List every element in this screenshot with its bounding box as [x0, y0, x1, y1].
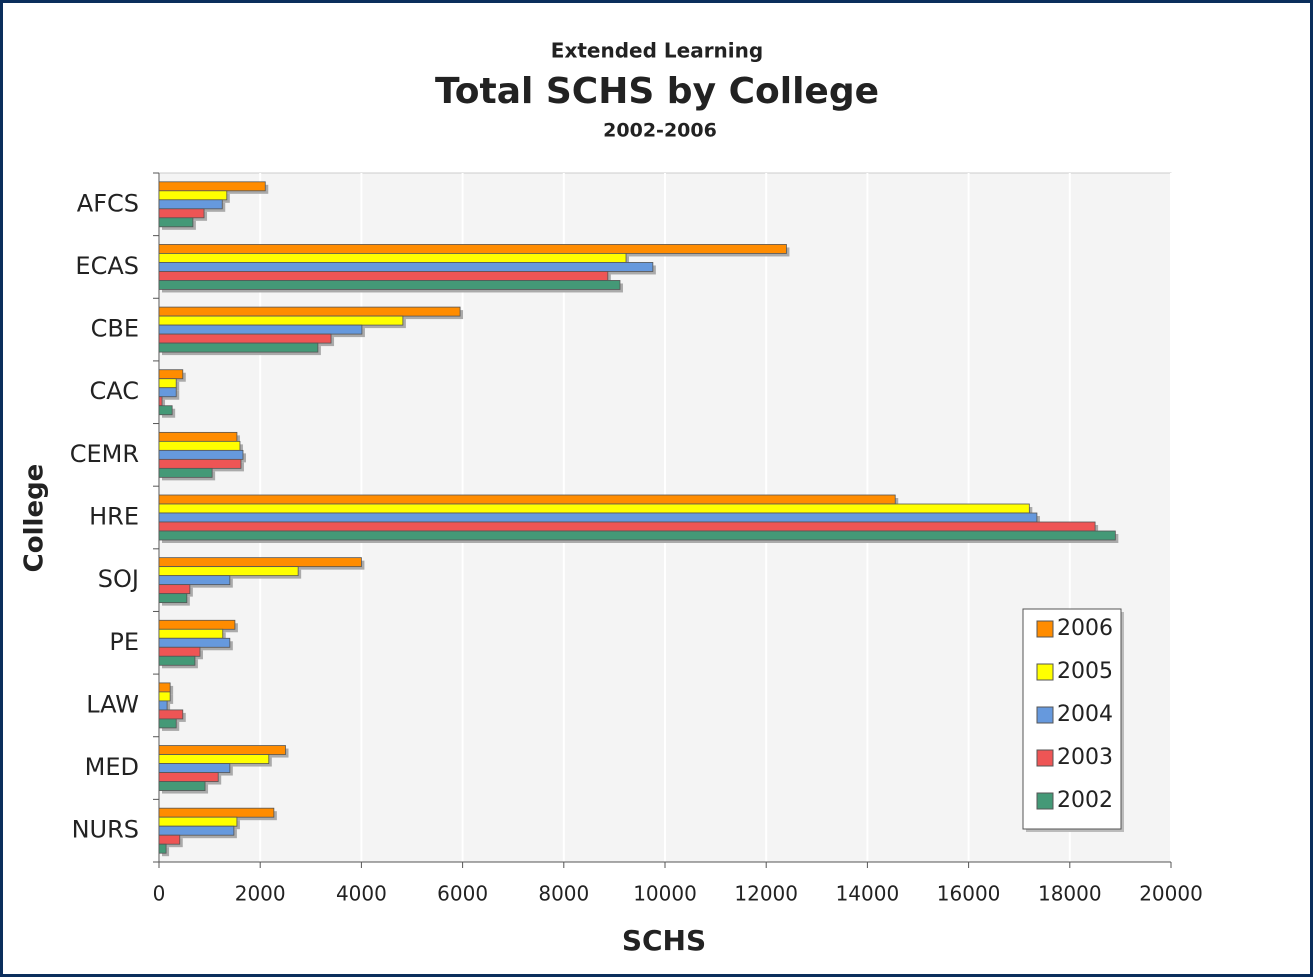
bar — [158, 387, 177, 398]
bar — [158, 566, 299, 577]
bar — [158, 530, 1116, 541]
bar — [158, 208, 205, 219]
bar — [158, 190, 228, 201]
legend-swatch — [1036, 792, 1054, 810]
bar — [158, 557, 362, 568]
bar — [158, 199, 223, 210]
bar — [158, 449, 244, 460]
bar — [158, 253, 627, 263]
supertitle: Extended Learning — [551, 39, 763, 63]
bar — [158, 763, 231, 773]
legend-label: 2004 — [1057, 702, 1113, 727]
x-axis-label: SCHS — [622, 924, 706, 957]
bar — [158, 494, 896, 505]
bar — [158, 440, 241, 451]
bar — [158, 816, 238, 827]
legend-label: 2005 — [1057, 659, 1113, 684]
bar — [158, 503, 1030, 514]
bar — [158, 655, 196, 666]
legend-swatch — [1036, 663, 1054, 681]
bar — [158, 718, 177, 729]
x-tick-label: 20000 — [1139, 882, 1203, 906]
y-tick-label: PE — [109, 628, 139, 656]
y-tick-label: AFCS — [77, 189, 139, 217]
y-tick-label: NURS — [72, 816, 139, 844]
bar — [158, 682, 171, 693]
bar — [158, 333, 332, 344]
legend-label: 2002 — [1057, 788, 1113, 813]
bar — [158, 834, 181, 845]
bar — [158, 691, 171, 702]
legend-label: 2003 — [1057, 745, 1113, 770]
y-tick-label: HRE — [89, 503, 139, 531]
bar — [158, 324, 363, 335]
bar — [158, 637, 231, 648]
y-tick-label: CEMR — [70, 440, 139, 468]
bar — [158, 593, 188, 604]
y-tick-label: CBE — [91, 315, 139, 343]
bar — [158, 405, 173, 416]
bar — [158, 575, 231, 586]
bar — [158, 628, 224, 639]
bar — [158, 843, 167, 854]
y-tick-label: SOJ — [98, 565, 139, 593]
bar — [158, 280, 621, 290]
bar — [158, 825, 235, 836]
bar — [158, 781, 206, 791]
subtitle: 2002-2006 — [603, 120, 717, 142]
legend-swatch — [1036, 706, 1054, 724]
bar — [158, 745, 286, 755]
x-tick-label: 10000 — [633, 882, 697, 906]
bar — [158, 772, 219, 782]
x-tick-label: 4000 — [336, 882, 387, 906]
bar — [158, 378, 177, 389]
x-tick-label: 6000 — [437, 882, 488, 906]
bar — [158, 342, 319, 353]
x-tick-label: 8000 — [538, 882, 589, 906]
x-tick-label: 18000 — [1038, 882, 1102, 906]
bar — [158, 584, 191, 595]
y-tick-label: MED — [85, 753, 139, 781]
bar — [158, 262, 654, 272]
bar — [158, 315, 404, 326]
legend-swatch — [1036, 749, 1054, 767]
x-tick-label: 0 — [153, 882, 166, 906]
bar — [158, 217, 194, 228]
bar — [158, 807, 275, 818]
bar — [158, 619, 236, 630]
y-tick-label: CAC — [89, 377, 139, 405]
bar — [158, 700, 168, 711]
bar-shadow — [162, 399, 166, 409]
legend-swatch — [1036, 620, 1054, 638]
bar — [158, 181, 266, 192]
x-tick-label: 12000 — [734, 882, 798, 906]
bar — [158, 306, 461, 317]
x-tick-label: 16000 — [937, 882, 1001, 906]
bar — [158, 431, 238, 442]
y-axis-label: College — [20, 464, 50, 573]
bar — [158, 646, 201, 657]
x-tick-label: 14000 — [836, 882, 900, 906]
bar — [158, 512, 1038, 523]
bar — [158, 467, 213, 478]
bar — [158, 709, 184, 720]
y-tick-label: LAW — [86, 690, 139, 718]
bar — [158, 369, 184, 380]
bar — [158, 521, 1096, 532]
bar — [158, 244, 787, 254]
bar — [158, 458, 242, 469]
bar — [158, 271, 609, 281]
bar — [158, 396, 163, 407]
x-tick-label: 2000 — [235, 882, 286, 906]
bar — [158, 754, 270, 764]
chart-title: Total SCHS by College — [435, 71, 879, 112]
y-tick-label: ECAS — [75, 252, 139, 280]
legend-label: 2006 — [1057, 616, 1113, 641]
